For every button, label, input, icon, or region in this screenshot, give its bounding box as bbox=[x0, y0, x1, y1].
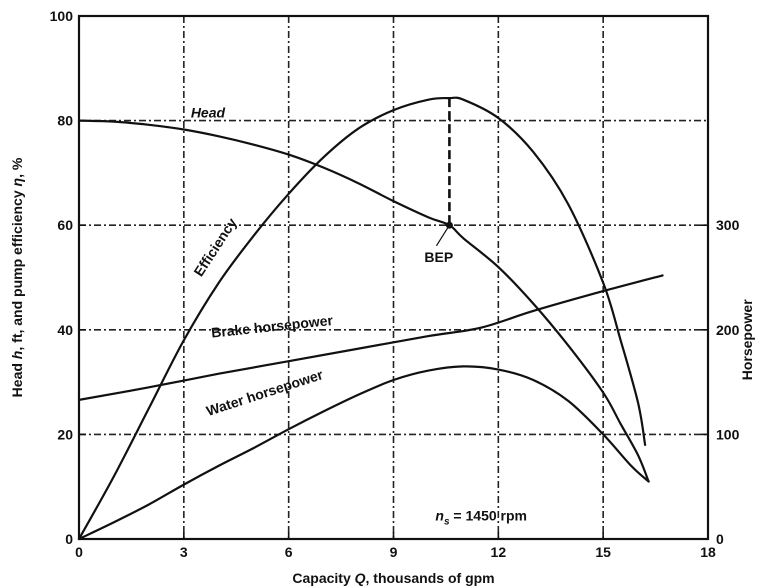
y-title-h: h bbox=[9, 351, 25, 360]
speed-subscript: s bbox=[444, 517, 450, 528]
x-axis-title: Capacity Q, thousands of gpm bbox=[292, 570, 494, 586]
brake-horsepower-label: Brake horsepower bbox=[210, 312, 334, 341]
efficiency-curve bbox=[77, 96, 647, 541]
grid bbox=[79, 16, 708, 539]
y2-tick-label: 0 bbox=[716, 531, 724, 547]
plot-border bbox=[77, 14, 710, 541]
speed-n: n bbox=[435, 508, 444, 524]
x-tick-label: 12 bbox=[491, 544, 507, 560]
y-tick-label: 60 bbox=[57, 217, 73, 233]
y-title-suffix: , % bbox=[9, 157, 25, 178]
x-tick-label: 15 bbox=[595, 544, 611, 560]
head-label: Head bbox=[191, 104, 226, 120]
speed-annotation: ns = 1450 rpm bbox=[435, 508, 527, 528]
y-axis-title: Head h, ft, and pump efficiency η, % bbox=[9, 157, 25, 397]
x-tick-label: 3 bbox=[180, 544, 188, 560]
y-tick-label: 80 bbox=[57, 113, 73, 129]
x-title-prefix: Capacity bbox=[292, 570, 354, 586]
y-tick-label: 100 bbox=[50, 8, 74, 24]
x-tick-label: 6 bbox=[285, 544, 293, 560]
x-tick-label: 9 bbox=[390, 544, 398, 560]
y-title-mid: , ft, and pump efficiency bbox=[9, 186, 25, 350]
x-tick-label: 0 bbox=[75, 544, 83, 560]
x-title-suffix: , thousands of gpm bbox=[366, 570, 495, 586]
y-title-eta: η bbox=[9, 178, 25, 187]
y-tick-label: 40 bbox=[57, 322, 73, 338]
head-curve bbox=[77, 119, 650, 483]
y2-tick-label: 200 bbox=[716, 322, 740, 338]
plot-frame bbox=[77, 14, 710, 541]
bep-leader-line bbox=[435, 224, 450, 247]
speed-value: = 1450 rpm bbox=[450, 508, 527, 524]
x-tick-label: 18 bbox=[700, 544, 716, 560]
water-horsepower-curve bbox=[77, 365, 650, 541]
y2-axis-title: Horsepower bbox=[739, 299, 755, 380]
y-title-prefix: Head bbox=[9, 359, 25, 397]
y-tick-label: 20 bbox=[57, 426, 73, 442]
brake-horsepower-curve bbox=[77, 274, 664, 401]
curves bbox=[77, 96, 664, 541]
bep-label: BEP bbox=[424, 249, 453, 265]
y-tick-label: 0 bbox=[65, 531, 73, 547]
y2-tick-label: 100 bbox=[716, 426, 740, 442]
y2-tick-label: 300 bbox=[716, 217, 740, 233]
x-title-var: Q bbox=[355, 570, 366, 586]
